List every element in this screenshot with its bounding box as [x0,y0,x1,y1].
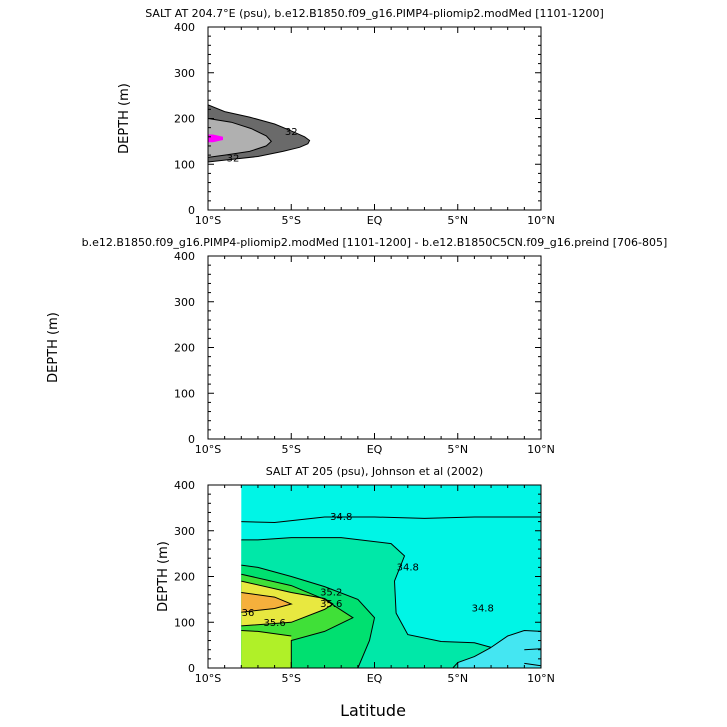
region-core [208,134,223,143]
x-tick-label: 5°N [447,443,468,456]
y-tick-label: 200 [174,571,195,584]
contour-line-10 [524,648,541,651]
contour-line-34.8-0 [452,646,492,668]
y-tick-label: 0 [188,204,195,217]
contour-line-35.2-4 [241,564,376,668]
contour-label: 32 [285,127,298,138]
panel-title: b.e12.B1850.f09_g16.PIMP4-pliomip2.modMe… [82,236,668,249]
contour-label: 32 [227,153,240,164]
x-tick-label: EQ [367,672,383,685]
x-tick-label: 10°S [195,443,221,456]
contour-line-9 [524,662,541,667]
contour-line-32-1 [208,118,273,158]
contour-label: 35.6 [320,599,342,610]
x-tick-label: EQ [367,214,383,227]
x-tick-label: 10°N [527,672,555,685]
contour-line-35.6-5 [241,573,354,668]
x-tick-label: 10°S [195,214,221,227]
x-tick-label: 10°S [195,672,221,685]
contour-line-36-6 [241,580,334,627]
panel-2: 10°S 5°S EQ 5°N 10°N 0 100 200 300 400b.e12.B1850… [46,236,667,456]
y-tick-label: 100 [174,387,195,400]
contour-label: 36 [242,608,255,619]
y-axis-label: DEPTH (m) [117,83,132,154]
contour-label: 34.8 [397,562,419,573]
x-tick-label: 5°N [447,214,468,227]
y-tick-label: 400 [174,479,195,492]
panel-title: SALT AT 205 (psu), Johnson et al (2002) [266,465,483,478]
plot-frame [207,26,542,211]
contour-label: 35.2 [320,588,342,599]
y-tick-label: 100 [174,158,195,171]
contour-line-34.8-2 [241,537,492,648]
contour-line-7 [241,592,293,613]
x-tick-label: 10°N [527,214,555,227]
region-inner [208,118,272,158]
y-tick-label: 300 [174,296,195,309]
contour-label: 34.8 [472,604,494,615]
y-tick-label: 300 [174,67,195,80]
region-band-lt-34.8-surface [457,630,541,668]
contour-label: 34.8 [330,512,352,523]
y-tick-label: 300 [174,525,195,538]
y-tick-label: 200 [174,113,195,126]
x-tick-label: 5°N [447,672,468,685]
contour-line-8 [241,630,292,637]
contour-line-34.8-1 [490,629,541,648]
x-tick-label: 5°S [282,443,301,456]
y-tick-label: 400 [174,21,195,34]
region-band-surface-green [241,630,292,668]
contour-line-34.8-3 [241,516,541,524]
y-tick-label: 0 [188,433,195,446]
x-tick-label: 5°S [282,214,301,227]
x-tick-label: 5°S [282,672,301,685]
plot-frame [207,255,542,440]
y-tick-label: 0 [188,662,195,675]
y-tick-label: 100 [174,616,195,629]
x-axis-label: Latitude [340,701,406,720]
y-tick-label: 400 [174,250,195,263]
contour-line-32-0 [208,104,311,163]
x-tick-label: EQ [367,443,383,456]
contour-label: 35.6 [263,618,285,629]
y-axis-label: DEPTH (m) [156,541,171,612]
panel-title: SALT AT 204.7°E (psu), b.e12.B1850.f09_g… [145,7,604,20]
y-axis-label: DEPTH (m) [46,312,61,383]
x-tick-label: 10°N [527,443,555,456]
plot-area: 32 32 [208,104,311,164]
y-tick-label: 200 [174,342,195,355]
